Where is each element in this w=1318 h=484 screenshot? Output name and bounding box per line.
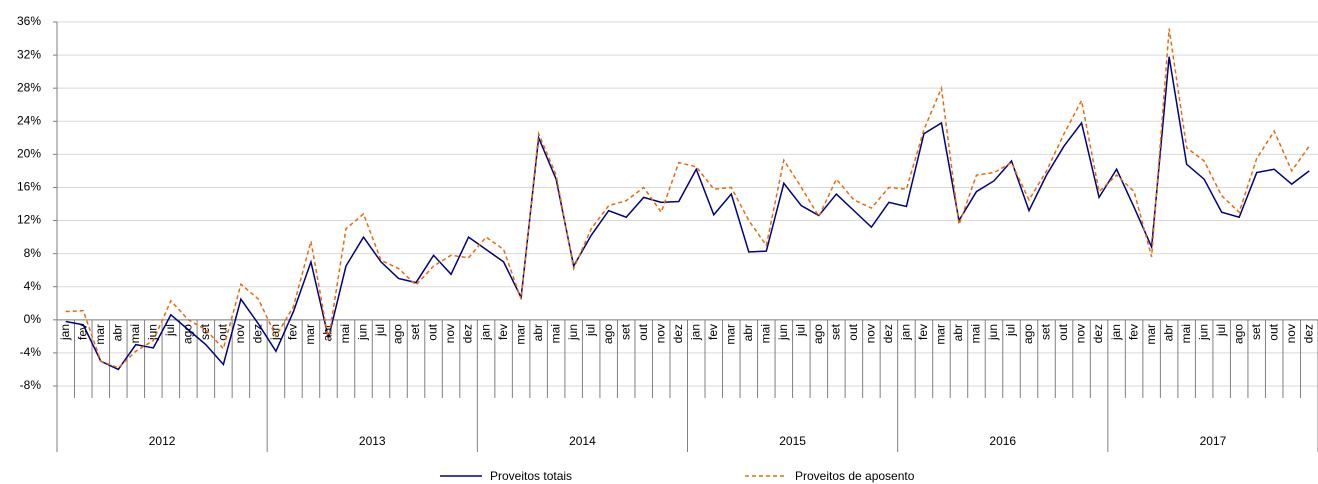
year-label: 2014 [569,434,596,448]
year-label: 2017 [1200,434,1227,448]
x-tick-label: mai [548,324,562,343]
x-tick-label: jun [776,324,790,341]
y-tick-label: 28% [17,80,41,94]
x-tick-label: mai [1179,324,1193,343]
y-tick-label: 16% [17,180,41,194]
x-tick-label: nov [1074,324,1088,343]
x-tick-label: mar [513,324,527,345]
x-tick-label: jul [794,324,808,337]
x-tick-label: mar [303,324,317,345]
x-tick-label: fev [286,324,300,340]
x-tick-label: jan [899,324,913,341]
x-tick-label: abr [741,324,755,341]
x-tick-label: jan [1109,324,1123,341]
x-tick-label: out [636,323,650,340]
y-tick-label: 8% [24,246,42,260]
x-tick-label: set [618,323,632,340]
x-tick-label: jun [566,324,580,341]
x-tick-label: abr [951,324,965,341]
x-tick-label: dez [881,324,895,343]
x-tick-label: nov [233,324,247,343]
x-tick-label: mai [969,324,983,343]
y-tick-label: 4% [24,279,42,293]
x-tick-label: fev [1126,324,1140,340]
y-tick-label: -8% [20,378,42,392]
x-tick-label: abr [110,324,124,341]
year-label: 2015 [779,434,806,448]
x-tick-label: ago [811,324,825,344]
x-tick-label: out [846,323,860,340]
x-tick-label: out [1266,323,1280,340]
series-line [65,56,1310,371]
legend-label: Proveitos de aposento [795,469,915,483]
x-tick-label: mar [723,324,737,345]
x-tick-label: ago [1021,324,1035,344]
x-tick-label: set [829,323,843,340]
x-tick-label: ago [181,324,195,344]
x-tick-label: jan [688,324,702,341]
x-tick-label: abr [531,324,545,341]
x-tick-label: nov [864,324,878,343]
x-tick-label: jan [268,324,282,341]
x-tick-label: fev [496,324,510,340]
x-tick-label: mai [758,324,772,343]
y-tick-label: -4% [20,345,42,359]
x-tick-label: mar [934,324,948,345]
x-tick-label: set [1039,323,1053,340]
year-label: 2013 [359,434,386,448]
x-tick-label: fev [75,324,89,340]
y-tick-label: 32% [17,47,41,61]
x-tick-label: fev [706,324,720,340]
x-tick-label: set [198,323,212,340]
x-tick-label: ago [601,324,615,344]
y-tick-label: 36% [17,14,41,28]
x-tick-label: out [1056,323,1070,340]
x-tick-label: dez [1091,324,1105,343]
series-line [65,28,1310,369]
x-tick-label: ago [391,324,405,344]
x-tick-label: dez [1301,324,1315,343]
x-tick-label: dez [671,324,685,343]
x-tick-label: set [1249,323,1263,340]
y-tick-label: 0% [24,312,42,326]
x-tick-label: jun [145,324,159,341]
x-tick-label: nov [1284,324,1298,343]
x-tick-label: jul [1214,324,1228,337]
x-tick-label: fev [916,324,930,340]
x-tick-label: out [426,323,440,340]
x-tick-label: abr [1161,324,1175,341]
x-tick-label: set [408,323,422,340]
x-tick-label: mai [338,324,352,343]
x-tick-label: jan [478,324,492,341]
x-tick-label: jun [1196,324,1210,341]
x-tick-label: nov [653,324,667,343]
x-tick-label: mar [93,324,107,345]
legend-label: Proveitos totais [490,469,572,483]
x-tick-label: dez [461,324,475,343]
y-tick-label: 20% [17,147,41,161]
x-tick-label: jun [986,324,1000,341]
x-tick-label: jun [356,324,370,341]
x-tick-label: ago [1231,324,1245,344]
x-tick-label: mai [128,324,142,343]
x-tick-label: mar [1144,324,1158,345]
year-label: 2012 [149,434,176,448]
x-tick-label: jan [58,324,72,341]
year-label: 2016 [989,434,1016,448]
x-tick-label: jul [373,324,387,337]
x-tick-label: nov [443,324,457,343]
x-tick-label: jul [1004,324,1018,337]
x-tick-label: jul [163,324,177,337]
y-tick-label: 24% [17,113,41,127]
y-tick-label: 12% [17,213,41,227]
x-tick-label: dez [251,324,265,343]
x-tick-label: jul [583,324,597,337]
